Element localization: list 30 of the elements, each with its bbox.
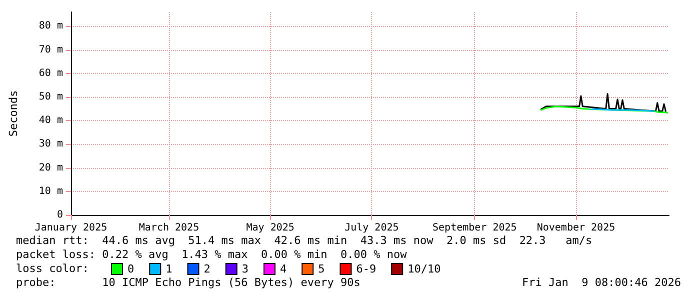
line-series <box>540 93 666 112</box>
x-tick-label: July 2025 <box>344 222 399 234</box>
y-tick-label: 60 m <box>38 68 63 79</box>
y-tick-label: 50 m <box>38 91 63 102</box>
y-tick-label: 0 <box>56 210 63 220</box>
y-tick-label: 30 m <box>38 138 63 150</box>
legend-label: 3 <box>242 262 248 276</box>
legend-label: 2 <box>204 262 210 276</box>
y-tick-label: 40 m <box>38 115 63 126</box>
legend-label: 6-9 <box>356 262 376 276</box>
x-tick-label: November 2025 <box>536 222 616 234</box>
x-tick-label: January 2025 <box>34 222 108 234</box>
legend-label: 1 <box>166 262 172 276</box>
legend-label: 4 <box>280 262 287 276</box>
x-tick-label: May 2025 <box>246 222 294 234</box>
text: probe: 10 ICMP Echo Pings (56 Bytes) every 90s <box>16 276 360 289</box>
y-tick-label: 10 m <box>38 186 63 197</box>
y-axis-title: Seconds <box>7 90 20 137</box>
text: packet loss: 0.22 % avg 1.43 % max 0.00 % min 0.00 % now <box>16 248 408 261</box>
y-tick-label: 80 m <box>38 20 63 32</box>
legend-title: loss color: <box>16 262 89 275</box>
x-tick-label: September 2025 <box>432 222 517 234</box>
x-tick-label: March 2025 <box>138 222 200 234</box>
legend-label: 10/10 <box>408 262 441 276</box>
y-tick-label: 70 m <box>38 44 63 56</box>
legend-label: 0 <box>128 262 134 276</box>
legend-label: 5 <box>318 262 325 276</box>
y-tick-label: 20 m <box>38 162 63 174</box>
text: median rtt: 44.6 ms avg 51.4 ms max 42.6 ms min 43.3 ms now 2.0 ms sd 22.3 am/s <box>16 234 592 247</box>
text: Fri Jan 9 08:00:46 2026 <box>522 276 682 289</box>
